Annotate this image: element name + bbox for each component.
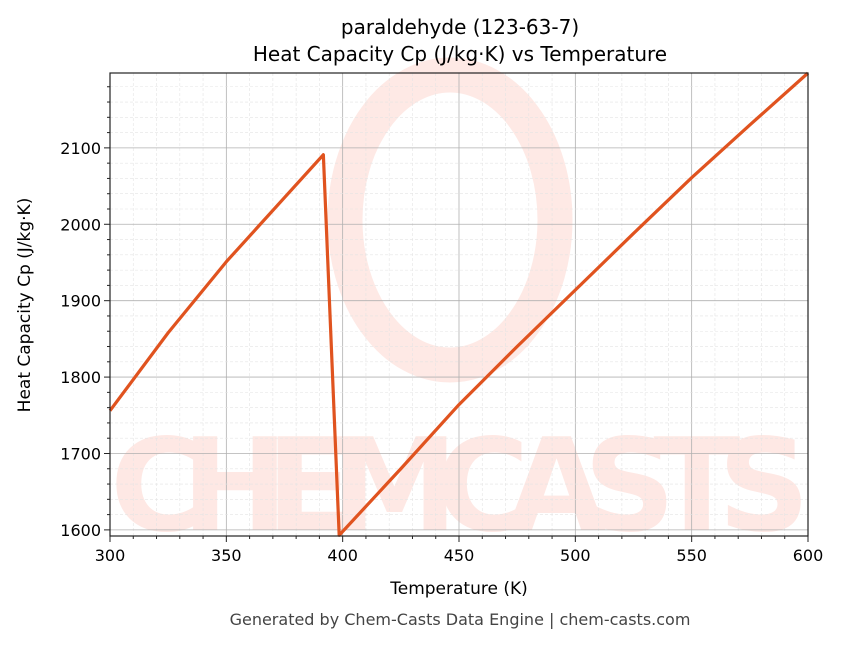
y-axis-label: Heat Capacity Cp (J/kg·K) [15, 198, 35, 413]
x-tick-label: 400 [327, 546, 358, 565]
x-tick-label: 500 [560, 546, 591, 565]
chart-title-line2: Heat Capacity Cp (J/kg·K) vs Temperature [253, 42, 667, 66]
x-tick-label: 550 [676, 546, 707, 565]
x-tick-label: 350 [211, 546, 242, 565]
watermark-text: CHEMCASTS [110, 412, 810, 561]
footer-credit: Generated by Chem-Casts Data Engine | ch… [230, 610, 691, 629]
y-tick-label: 1800 [60, 368, 101, 387]
x-axis-label: Temperature (K) [389, 579, 528, 599]
y-tick-label: 1600 [60, 521, 101, 540]
chart-title-line1: paraldehyde (123-63-7) [341, 15, 579, 39]
y-tick-label: 1900 [60, 292, 101, 311]
x-tick-label: 450 [444, 546, 475, 565]
series-line [108, 71, 810, 537]
x-tick-label: 300 [95, 546, 126, 565]
y-tick-label: 2000 [60, 215, 101, 234]
y-tick-label: 2100 [60, 139, 101, 158]
watermark-logo [327, 57, 573, 383]
y-tick-label: 1700 [60, 444, 101, 463]
x-tick-label: 600 [793, 546, 824, 565]
